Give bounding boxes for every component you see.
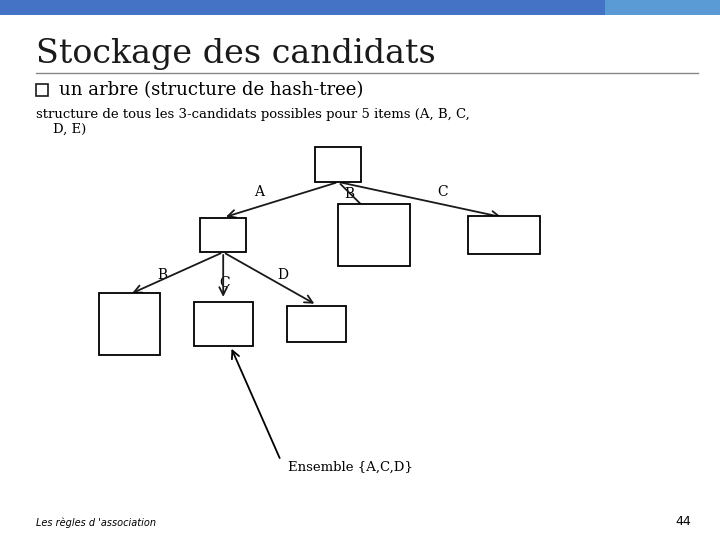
Bar: [99, 293, 160, 355]
Bar: [315, 147, 361, 182]
Text: D: D: [277, 268, 289, 282]
Text: A: A: [254, 185, 264, 199]
Text: {D,E}: {D,E}: [485, 228, 523, 241]
Text: C: C: [438, 185, 448, 199]
Bar: [338, 204, 410, 266]
Text: 44: 44: [675, 515, 691, 528]
Text: {E}: {E}: [117, 333, 142, 346]
Bar: [200, 218, 246, 252]
Text: structure de tous les 3-candidats possibles pour 5 items (A, B, C,
    D, E): structure de tous les 3-candidats possib…: [36, 108, 469, 136]
Text: {C,E}: {C,E}: [356, 228, 393, 241]
Bar: [605, 0, 720, 15]
Text: {D,E}: {D,E}: [355, 244, 394, 256]
Text: Les règles d 'association: Les règles d 'association: [36, 518, 156, 528]
Text: un arbre (structure de hash-tree): un arbre (structure de hash-tree): [59, 81, 364, 99]
Text: Ensemble {A,C,D}: Ensemble {A,C,D}: [288, 461, 413, 474]
Bar: [36, 84, 48, 96]
Text: C: C: [220, 276, 230, 290]
Text: {D}: {D}: [117, 318, 143, 330]
Text: B: B: [157, 268, 167, 282]
Text: Stockage des candidats: Stockage des candidats: [36, 38, 436, 70]
Bar: [287, 306, 346, 341]
Text: {E}: {E}: [305, 318, 329, 330]
Text: {C}: {C}: [117, 302, 143, 315]
Text: B: B: [344, 187, 354, 201]
Bar: [0, 0, 605, 15]
Text: {E}: {E}: [211, 325, 235, 338]
Text: {C,D}: {C,D}: [355, 213, 394, 226]
Bar: [468, 216, 540, 254]
Text: {D}: {D}: [210, 310, 236, 323]
Bar: [194, 302, 253, 346]
